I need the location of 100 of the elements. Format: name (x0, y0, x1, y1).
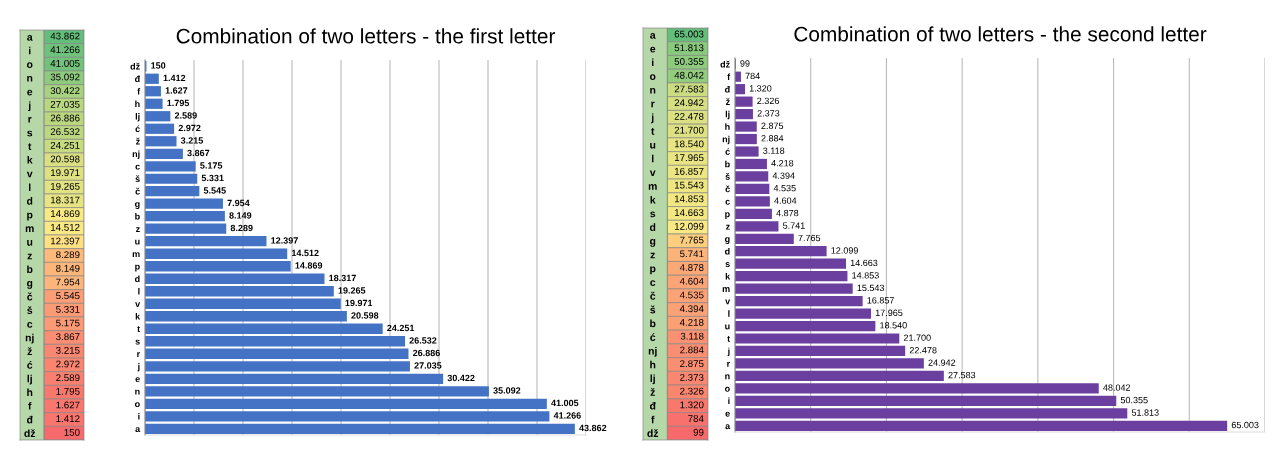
y-tick-label: z (135, 227, 140, 233)
data-label: 3.867 (56, 333, 80, 341)
y-tick-label: o (649, 74, 656, 80)
y-tick-label: s (725, 262, 730, 268)
data-label: 16.857 (867, 297, 894, 304)
data-label: 2.326 (757, 97, 779, 105)
data-label: 43.862 (579, 424, 607, 432)
data-label: 65.003 (674, 30, 704, 38)
y-tick-label: č (135, 187, 140, 195)
data-label: 41.005 (551, 399, 579, 407)
data-label: 20.598 (351, 312, 379, 319)
data-label: 27.035 (50, 100, 80, 108)
y-tick-label: š (725, 172, 730, 180)
data-label: 7.954 (56, 278, 80, 286)
y-tick-label: g (649, 239, 656, 247)
y-tick-label: k (650, 195, 656, 204)
y-tick-label: m (25, 226, 34, 232)
data-label: 5.331 (56, 305, 80, 313)
y-tick-label: a (27, 35, 33, 41)
y-tick-label: c (135, 164, 140, 170)
y-tick-label: ž (650, 387, 655, 396)
data-label: 3.118 (763, 147, 785, 154)
data-label: 18.540 (674, 140, 704, 148)
data-label: 3.215 (180, 137, 204, 144)
data-label: 2.875 (680, 360, 704, 368)
data-label: 24.251 (50, 141, 80, 149)
y-tick-label: e (725, 411, 730, 417)
data-label: 1.627 (165, 87, 188, 94)
y-tick-label: r (137, 352, 140, 358)
data-label: 24.942 (674, 99, 704, 107)
y-tick-label: i (29, 46, 31, 55)
data-label: 50.355 (1120, 396, 1148, 404)
data-label: 2.884 (680, 346, 704, 354)
data-label: 1.795 (56, 387, 80, 395)
y-tick-label: t (727, 335, 731, 342)
data-label: 17.965 (674, 154, 704, 162)
y-tick-label: n (650, 87, 656, 94)
y-tick-label: e (27, 89, 33, 96)
data-label: 30.422 (50, 87, 80, 95)
data-label: 26.886 (50, 114, 80, 122)
y-tick-label: lj (650, 374, 655, 385)
data-label: 5.175 (200, 162, 223, 169)
data-label: 18.540 (880, 322, 907, 329)
data-label: 48.042 (674, 71, 704, 79)
data-label: 19.265 (338, 287, 366, 294)
data-label: 27.583 (948, 371, 976, 379)
data-label: 3.867 (187, 149, 210, 157)
data-label: 2.373 (757, 110, 780, 117)
y-tick-label: e (650, 46, 656, 53)
y-tick-label: m (722, 287, 730, 292)
data-label: 150 (151, 62, 166, 69)
y-tick-label: e (135, 377, 140, 383)
y-tick-label: nj (132, 150, 140, 159)
data-label: 784 (745, 72, 760, 80)
data-label: 99 (740, 60, 750, 67)
y-tick-label: k (135, 312, 141, 320)
y-tick-label: v (26, 171, 33, 178)
y-tick-label: v (649, 170, 656, 176)
y-tick-label: z (650, 252, 655, 259)
y-tick-label: dž (647, 429, 659, 438)
data-label: 5.741 (783, 222, 805, 229)
data-label: 1.412 (163, 74, 186, 82)
y-tick-label: f (727, 73, 731, 80)
data-label: 7.765 (680, 236, 704, 244)
y-tick-label: lj (27, 374, 32, 385)
data-label: 48.042 (1103, 384, 1131, 391)
y-tick-label: d (649, 223, 656, 232)
data-label: 50.355 (674, 58, 704, 65)
data-label: 35.092 (493, 387, 521, 394)
data-label: 12.397 (271, 237, 298, 244)
data-label: 5.741 (680, 250, 704, 258)
y-tick-label: b (135, 212, 140, 220)
y-tick-label: g (725, 237, 730, 244)
y-tick-label: o (724, 386, 730, 392)
y-tick-label: r (727, 361, 730, 367)
data-label: 4.535 (679, 291, 704, 299)
data-label: 41.266 (50, 46, 80, 54)
data-label: 21.700 (674, 126, 704, 134)
data-label: 5.545 (203, 187, 226, 194)
data-label: 2.972 (56, 360, 80, 368)
data-label: 41.005 (50, 59, 80, 67)
data-label: 17.965 (875, 309, 903, 316)
y-tick-label: c (725, 199, 730, 205)
data-label: 4.878 (776, 209, 799, 217)
y-tick-label: d (26, 197, 33, 205)
data-label: 27.583 (674, 85, 704, 93)
y-tick-label: u (135, 239, 140, 245)
data-label: 26.532 (409, 337, 437, 344)
y-tick-label: u (725, 324, 730, 330)
data-label: 19.971 (345, 299, 373, 307)
y-tick-label: đ (725, 85, 731, 93)
y-tick-label: f (137, 87, 141, 95)
data-label: 99 (693, 428, 704, 436)
data-label: 14.853 (852, 272, 879, 279)
y-tick-label: v (725, 299, 731, 305)
y-tick-label: n (27, 76, 33, 82)
data-label: 14.663 (674, 209, 704, 217)
y-tick-label: a (135, 427, 141, 433)
y-tick-label: l (138, 287, 140, 295)
data-label: 1.320 (749, 85, 772, 92)
